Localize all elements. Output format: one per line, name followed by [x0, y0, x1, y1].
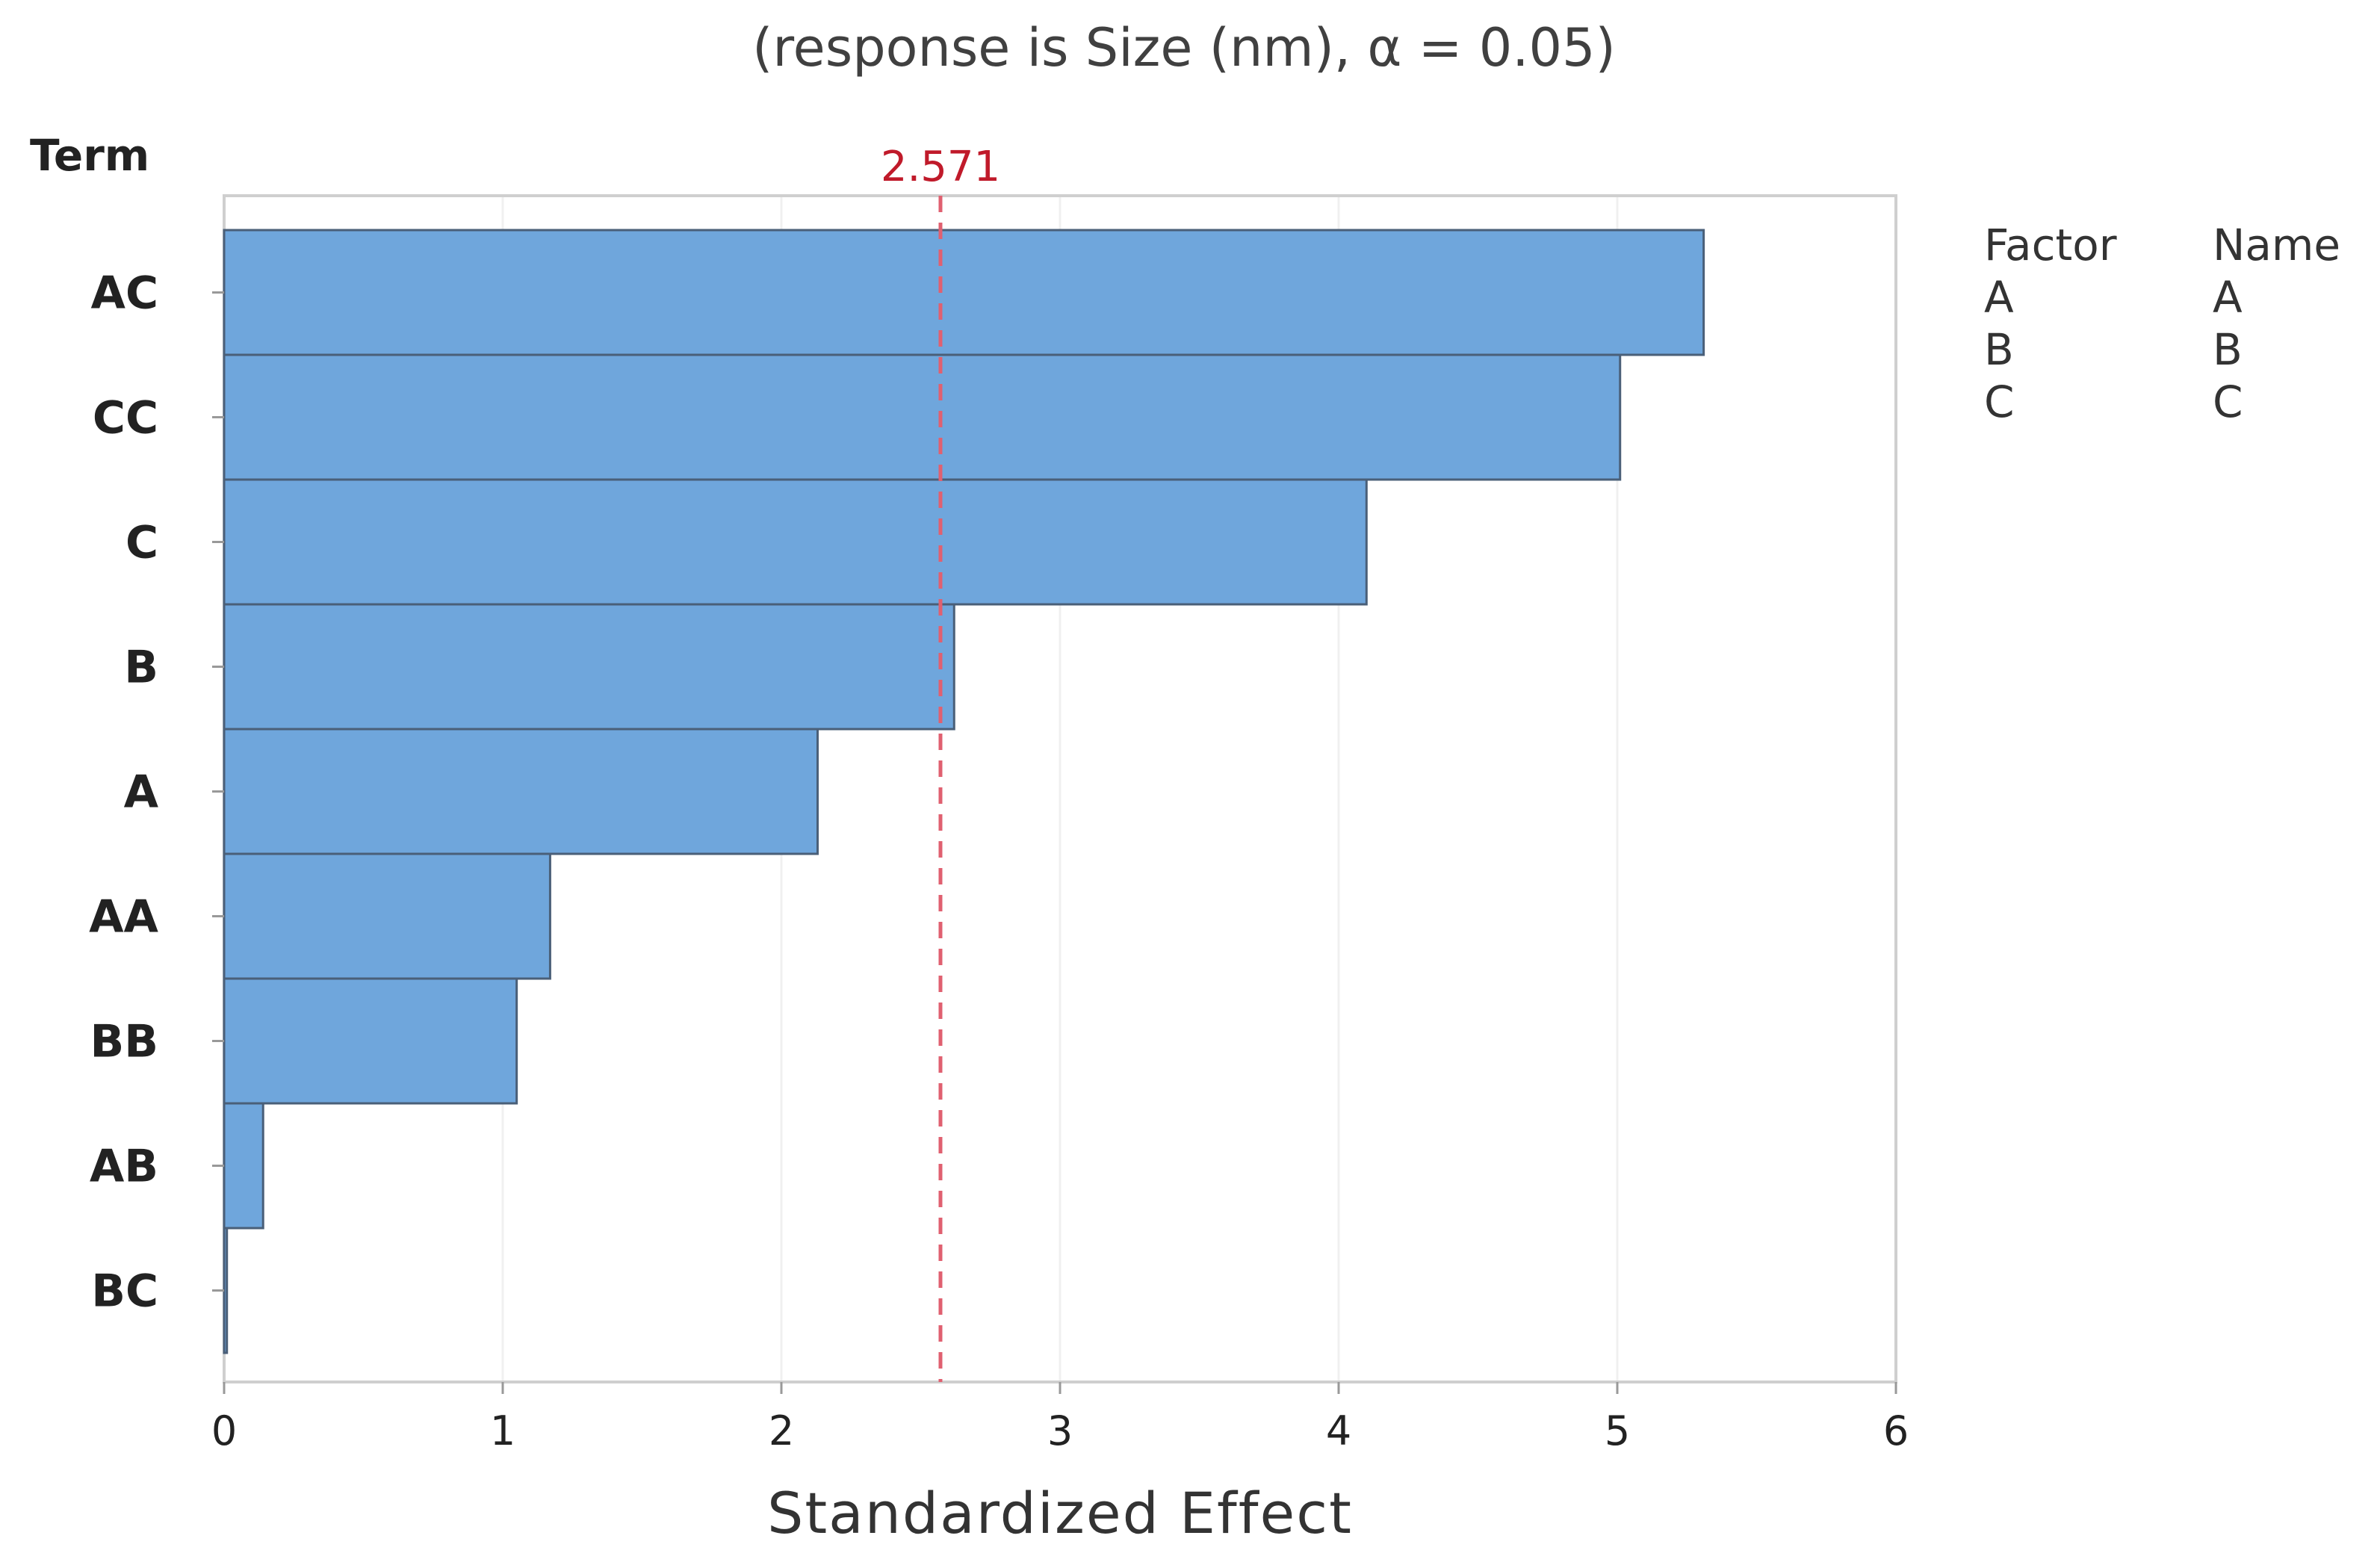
category-label-bb: BB — [90, 1016, 158, 1068]
legend-name: B — [2213, 324, 2243, 375]
category-label-aa: AA — [89, 891, 158, 943]
bar-bb — [223, 977, 518, 1105]
x-tick-label: 6 — [1883, 1407, 1909, 1454]
x-tick-label: 4 — [1326, 1407, 1351, 1454]
bar-cc — [223, 353, 1622, 481]
x-axis-ticks: 0 1 2 3 4 5 6 — [211, 1382, 1909, 1454]
x-tick-label: 2 — [769, 1407, 794, 1454]
legend-factor: B — [1984, 324, 2014, 375]
bar-bc — [223, 1227, 229, 1354]
bar-ab — [223, 1102, 264, 1230]
legend-header-factor: Factor — [1984, 220, 2117, 270]
category-label-ab: AB — [90, 1141, 158, 1193]
reference-line-label: 2.571 — [881, 143, 1000, 191]
category-label-bc: BC — [91, 1265, 158, 1318]
category-label-b: B — [124, 642, 158, 694]
legend-factor: C — [1984, 376, 2015, 427]
chart-title: (response is Size (nm), α = 0.05) — [752, 17, 1616, 78]
y-axis-label: Term — [30, 130, 149, 181]
bar-ac — [223, 229, 1705, 356]
category-label-a: A — [124, 766, 159, 819]
category-label-c: C — [125, 517, 158, 569]
category-label-ac: AC — [91, 267, 158, 320]
x-tick-label: 1 — [490, 1407, 515, 1454]
legend-name: C — [2213, 376, 2243, 427]
x-tick-label: 5 — [1605, 1407, 1630, 1454]
legend-header-name: Name — [2213, 220, 2340, 270]
bar-b — [223, 603, 955, 731]
x-tick-label: 3 — [1047, 1407, 1073, 1454]
bar-aa — [223, 852, 551, 980]
legend-name: A — [2213, 272, 2243, 323]
x-tick-label: 0 — [211, 1407, 237, 1454]
x-axis-label: Standardized Effect — [767, 1480, 1353, 1546]
bar-a — [223, 728, 819, 855]
category-label-cc: CC — [93, 392, 158, 444]
bar-c — [223, 478, 1368, 606]
legend-factor: A — [1984, 272, 2014, 323]
